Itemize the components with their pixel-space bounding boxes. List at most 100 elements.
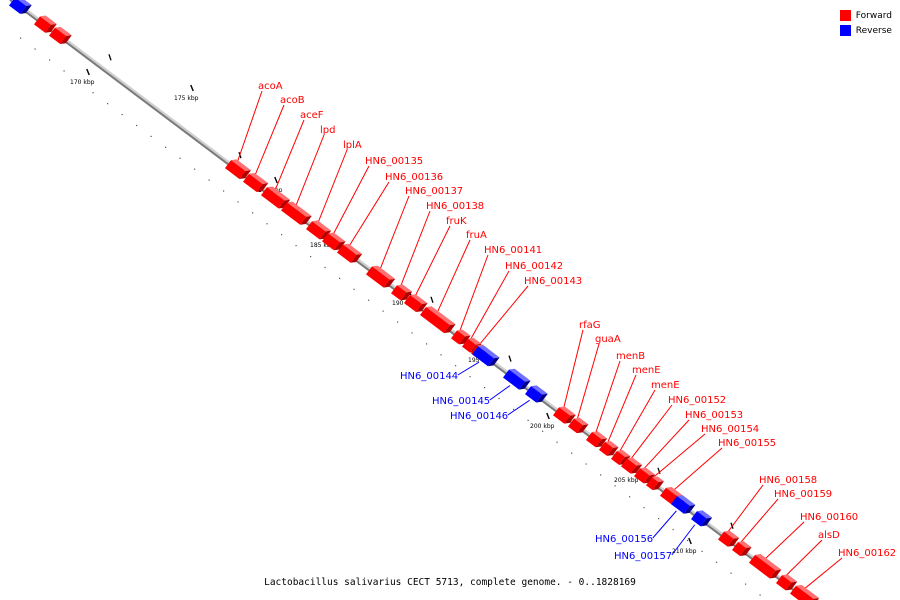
label-leader <box>332 165 370 235</box>
reverse-gene[interactable] <box>502 366 531 392</box>
reverse-gene[interactable] <box>524 383 548 405</box>
forward-gene[interactable] <box>552 404 576 426</box>
minor-tick <box>455 365 457 367</box>
gene-front-face <box>365 266 390 288</box>
minor-tick <box>179 157 181 159</box>
gene-side-face <box>60 35 72 45</box>
forward-gene[interactable] <box>365 263 396 290</box>
gene-top-face <box>478 345 500 359</box>
gene-side-face <box>700 517 713 527</box>
reverse-gene[interactable] <box>8 0 32 16</box>
forward-gene[interactable] <box>33 13 57 35</box>
forward-gene[interactable] <box>390 282 413 303</box>
minor-tick <box>310 255 312 258</box>
minor-tick <box>266 223 268 225</box>
gene-front-face <box>461 338 476 353</box>
minor-tick <box>672 528 674 531</box>
gene-label: fruK <box>446 216 467 227</box>
forward-gene[interactable] <box>403 292 428 315</box>
gene-front-face <box>224 160 246 180</box>
reverse-gene[interactable] <box>471 343 500 369</box>
legend-reverse: Reverse <box>839 23 892 38</box>
minor-tick <box>237 201 239 203</box>
gene-label: acoA <box>258 81 283 92</box>
forward-gene[interactable] <box>419 304 456 336</box>
gene-side-face <box>256 183 269 192</box>
minor-tick <box>411 332 413 334</box>
label-leader <box>457 361 480 376</box>
forward-gene[interactable] <box>224 157 251 181</box>
major-tick <box>688 537 692 545</box>
gene-top-face <box>592 431 608 440</box>
gene-label: HN6_00143 <box>524 276 582 287</box>
forward-gene[interactable] <box>280 199 312 227</box>
forward-gene[interactable] <box>748 552 782 581</box>
forward-gene[interactable] <box>260 184 291 211</box>
major-tick <box>546 412 550 420</box>
gene-front-face <box>645 477 659 491</box>
forward-gene[interactable] <box>598 439 619 459</box>
gene-top-face <box>249 172 269 184</box>
forward-gene[interactable] <box>336 241 363 265</box>
gene-label: HN6_00144 <box>400 371 458 382</box>
label-leader <box>489 385 511 401</box>
forward-gene[interactable] <box>321 230 346 253</box>
gene-label: acoB <box>280 95 305 106</box>
gene-front-face <box>502 369 525 390</box>
forward-gene[interactable] <box>717 528 740 549</box>
gene-top-face <box>724 530 740 539</box>
gene-side-face <box>239 170 251 180</box>
minor-tick <box>658 518 660 520</box>
map-caption: Lactobacillus salivarius CECT 5713, comp… <box>264 577 636 588</box>
label-leader <box>740 498 779 543</box>
gene-top-face <box>574 417 589 426</box>
minor-tick <box>426 343 428 345</box>
minor-tick <box>295 245 297 247</box>
gene-front-face <box>471 346 494 367</box>
gene-top-face <box>782 574 798 583</box>
gene-top-face <box>605 441 619 448</box>
label-leader <box>653 433 706 478</box>
tick-label: 175 kbp <box>174 95 199 102</box>
minor-tick <box>324 266 326 269</box>
legend-forward: Forward <box>839 8 892 23</box>
forward-gene[interactable] <box>789 583 820 600</box>
forward-gene[interactable] <box>620 455 643 476</box>
minor-tick <box>194 168 196 170</box>
gene-side-face <box>769 569 782 579</box>
reverse-gene[interactable] <box>670 493 696 516</box>
minor-tick <box>339 277 341 279</box>
gene-top-face <box>531 385 548 395</box>
gene-label: HN6_00162 <box>838 548 896 559</box>
forward-gene[interactable] <box>645 474 664 492</box>
minor-tick <box>252 212 254 214</box>
forward-gene[interactable] <box>567 415 589 435</box>
minor-tick <box>629 496 631 498</box>
forward-gene[interactable] <box>305 218 332 242</box>
gene-top-face <box>468 337 482 345</box>
forward-gene[interactable] <box>450 327 471 347</box>
forward-gene[interactable] <box>775 572 798 593</box>
reverse-gene[interactable] <box>690 508 713 529</box>
forward-gene[interactable] <box>585 429 608 450</box>
forward-gene[interactable] <box>610 448 631 468</box>
gene-front-face <box>390 285 407 301</box>
gene-side-face <box>45 23 57 33</box>
gene-front-face <box>48 27 67 45</box>
major-tick <box>657 467 661 474</box>
label-leader <box>459 254 489 331</box>
legend-reverse-label: Reverse <box>855 25 892 36</box>
forward-gene[interactable] <box>242 171 269 195</box>
forward-gene[interactable] <box>731 539 752 559</box>
label-leader <box>478 285 529 346</box>
gene-side-face <box>630 464 643 474</box>
gene-top-face <box>55 26 72 37</box>
legend: Forward Reverse <box>839 8 892 38</box>
forward-gene[interactable] <box>48 24 72 46</box>
forward-gene[interactable] <box>633 465 656 486</box>
gene-side-face <box>458 335 471 345</box>
gene-front-face <box>321 233 340 251</box>
gene-label: HN6_00145 <box>432 396 490 407</box>
label-leader <box>672 447 723 492</box>
